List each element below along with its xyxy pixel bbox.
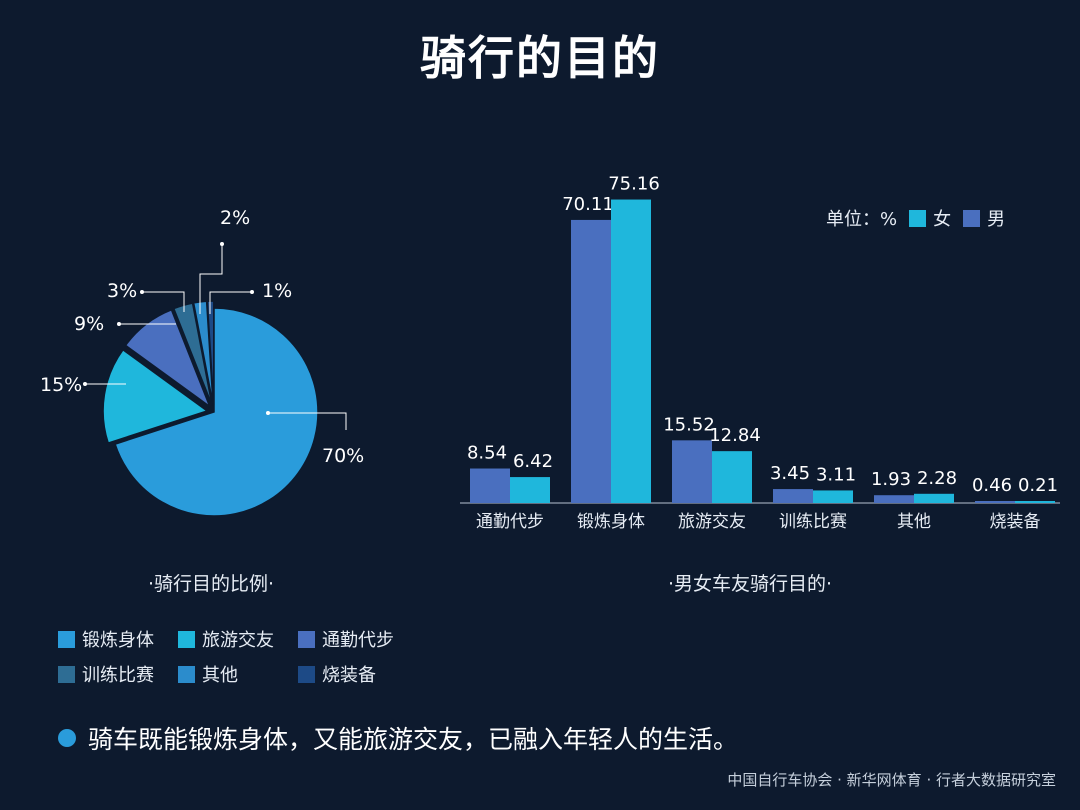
bar-value-label: 1.93 (871, 469, 911, 490)
legend-swatch (298, 665, 315, 683)
bar-value-label: 3.45 (770, 463, 810, 484)
pie-value-label: 2% (220, 207, 250, 229)
bar-female (510, 477, 550, 503)
pie-value-label: 9% (74, 313, 104, 335)
legend-swatch-male (963, 209, 981, 227)
x-tick-label: 锻炼身体 (577, 512, 645, 532)
legend-label: 训练比赛 (82, 665, 154, 686)
pie-value-label: 1% (262, 280, 292, 302)
pie-slice (172, 302, 213, 406)
legend-swatch (178, 630, 195, 648)
bar-legend: 单位：% 女 男 (826, 205, 1005, 231)
pie-leader-line (209, 291, 252, 314)
bar-value-label: 3.11 (816, 464, 856, 485)
bar-value-label: 70.11 (562, 194, 614, 215)
bar-male (975, 501, 1015, 503)
bar-male (874, 495, 914, 503)
x-tick-label: 其他 (897, 512, 931, 532)
legend-swatch (178, 665, 195, 683)
pie-legend: 锻炼身体 旅游交友 通勤代步 训练比赛 其他 烧装备 (58, 626, 418, 687)
bar-value-label: 0.46 (972, 475, 1012, 496)
pie-leader-line (268, 412, 347, 430)
pie-leader-dot (250, 290, 254, 294)
bar-female (813, 490, 853, 503)
pie-value-label: 15% (40, 374, 82, 396)
bullet-dot-icon (58, 729, 76, 747)
legend-label: 其他 (202, 665, 238, 686)
conclusion-bullet: 骑车既能锻炼身体，又能旅游交友，已融入年轻人的生活。 (58, 720, 738, 756)
pie-value-label: 70% (322, 445, 364, 467)
legend-item: 旅游交友 (178, 626, 298, 652)
legend-swatch-female (909, 209, 927, 227)
bar-male (773, 489, 813, 503)
bar-value-label: 6.42 (513, 451, 553, 472)
pie-leader-line (142, 291, 185, 312)
x-tick-label: 烧装备 (990, 512, 1041, 532)
bar-male (571, 219, 611, 503)
bar-male (470, 468, 510, 503)
unit-label: 单位：% (826, 209, 898, 230)
legend-swatch (298, 630, 315, 648)
source-credit: 中国自行车协会 · 新华网体育 · 行者大数据研究室 (727, 771, 1056, 789)
legend-label: 锻炼身体 (82, 630, 154, 651)
x-tick-label: 旅游交友 (678, 512, 746, 532)
bar-value-label: 75.16 (608, 174, 660, 195)
pie-leader-dot (266, 411, 270, 415)
legend-item: 锻炼身体 (58, 626, 178, 652)
legend-swatch (58, 665, 75, 683)
legend-item: 烧装备 (298, 661, 418, 687)
pie-slice (102, 348, 209, 444)
legend-label-male: 男 (987, 209, 1006, 230)
legend-label: 烧装备 (322, 665, 376, 686)
pie-slice (114, 307, 319, 517)
legend-label-female: 女 (933, 209, 952, 230)
x-tick-label: 通勤代步 (476, 512, 544, 532)
pie-leader-dot (83, 382, 87, 386)
legend-item: 通勤代步 (298, 626, 418, 652)
bar-value-label: 2.28 (917, 468, 957, 489)
bar-value-label: 0.21 (1018, 475, 1058, 496)
legend-item: 训练比赛 (58, 661, 178, 687)
bar-female (712, 451, 752, 503)
legend-label: 通勤代步 (322, 630, 394, 651)
legend-item: 其他 (178, 661, 298, 687)
bar-female (611, 199, 651, 503)
bar-value-label: 15.52 (663, 414, 715, 435)
bar-caption: ·男女车友骑行目的· (668, 573, 833, 595)
legend-label: 旅游交友 (202, 630, 274, 651)
legend-swatch (58, 630, 75, 648)
bar-value-label: 12.84 (709, 425, 761, 446)
bar-female (914, 493, 954, 503)
pie-chart: 70% 15% 9%3% 2% 1% (40, 207, 364, 517)
pie-leader-dot (117, 322, 121, 326)
bar-female (1015, 501, 1055, 503)
pie-caption: ·骑行目的比例· (148, 573, 275, 595)
bar-male (672, 440, 712, 503)
pie-leader-dot (220, 242, 224, 246)
conclusion-text: 骑车既能锻炼身体，又能旅游交友，已融入年轻人的生活。 (88, 725, 739, 754)
pie-value-label: 3% (107, 280, 137, 302)
page-title: 骑行的目的 (420, 31, 660, 85)
bar-value-label: 8.54 (467, 443, 507, 464)
pie-slice (206, 300, 215, 406)
pie-leader-dot (140, 290, 144, 294)
pie-leader-line (199, 244, 223, 314)
x-tick-label: 训练比赛 (779, 511, 847, 532)
